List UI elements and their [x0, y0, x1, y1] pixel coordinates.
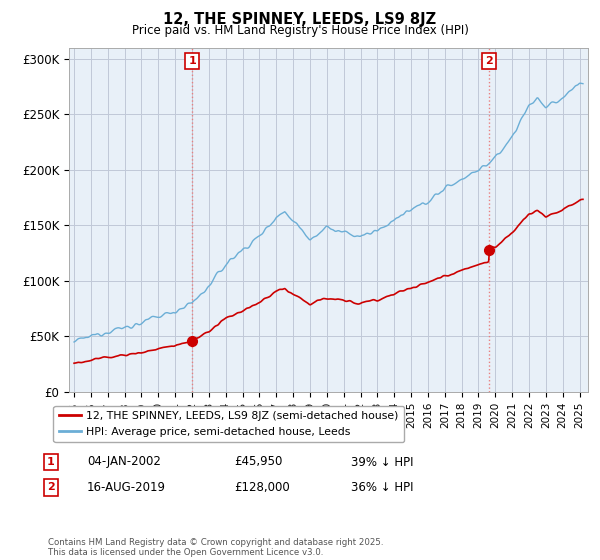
Text: £45,950: £45,950 — [234, 455, 283, 469]
Text: 12, THE SPINNEY, LEEDS, LS9 8JZ: 12, THE SPINNEY, LEEDS, LS9 8JZ — [163, 12, 437, 27]
Text: 04-JAN-2002: 04-JAN-2002 — [87, 455, 161, 469]
Text: 1: 1 — [47, 457, 55, 467]
Text: Contains HM Land Registry data © Crown copyright and database right 2025.
This d: Contains HM Land Registry data © Crown c… — [48, 538, 383, 557]
Text: 1: 1 — [188, 56, 196, 66]
Text: Price paid vs. HM Land Registry's House Price Index (HPI): Price paid vs. HM Land Registry's House … — [131, 24, 469, 37]
Text: 2: 2 — [485, 56, 493, 66]
Legend: 12, THE SPINNEY, LEEDS, LS9 8JZ (semi-detached house), HPI: Average price, semi-: 12, THE SPINNEY, LEEDS, LS9 8JZ (semi-de… — [53, 406, 404, 442]
Text: 36% ↓ HPI: 36% ↓ HPI — [351, 480, 413, 494]
Text: 16-AUG-2019: 16-AUG-2019 — [87, 480, 166, 494]
Text: £128,000: £128,000 — [234, 480, 290, 494]
Text: 39% ↓ HPI: 39% ↓ HPI — [351, 455, 413, 469]
Text: 2: 2 — [47, 482, 55, 492]
